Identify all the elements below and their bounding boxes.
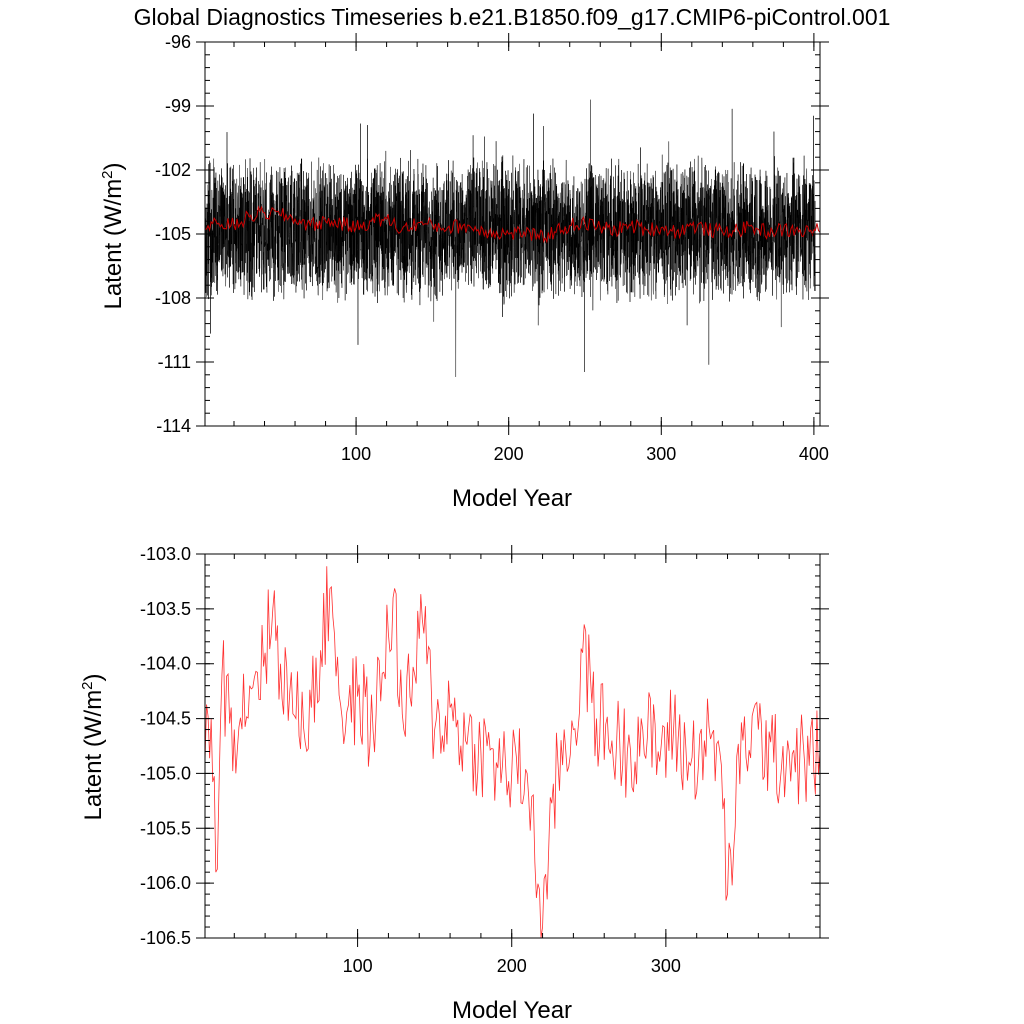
y-tick-label: -103.5 [140, 599, 191, 619]
x-tick-label: 300 [651, 956, 681, 976]
y-tick-label: -106.0 [140, 873, 191, 893]
y-tick-label: -114 [156, 416, 191, 436]
top-axes: -114 -111 -108 -105 -102 -99 -96 100 200 300 400 [155, 32, 829, 464]
y-tick-label: -108 [155, 288, 191, 308]
x-tick-label: 100 [343, 956, 373, 976]
series-monthly-line [204, 99, 816, 377]
series-annual-mean-line [204, 205, 821, 244]
y-tick-label: -99 [165, 96, 191, 116]
top-panel-monthly-timeseries: -114 -111 -108 -105 -102 -99 -96 100 200 300 400 M… [99, 32, 829, 512]
x-tick-label: 200 [497, 956, 527, 976]
y-tick-label: -102 [155, 160, 191, 180]
x-tick-label: 200 [494, 444, 524, 464]
top-x-axis-label: Model Year [452, 485, 572, 512]
bottom-y-axis-label: Latent (W/m2) [79, 673, 107, 820]
bottom-axes: -106.5 -106.0 -105.5 -105.0 -104.5 -104.0 -103… [140, 544, 829, 976]
x-tick-label: 100 [341, 444, 371, 464]
figure-title: Global Diagnostics Timeseries b.e21.B185… [134, 4, 891, 30]
y-tick-label: -96 [165, 32, 191, 52]
y-tick-label: -105.5 [140, 818, 191, 838]
x-tick-label: 400 [799, 444, 829, 464]
y-tick-label: -111 [158, 352, 191, 372]
bottom-plot-area [204, 566, 821, 939]
x-tick-label: 300 [646, 444, 676, 464]
y-tick-label: -105.0 [140, 763, 191, 783]
plot-frame [204, 553, 821, 939]
bottom-panel-annual-timeseries: -106.5 -106.0 -105.5 -105.0 -104.5 -104.0 -103… [79, 544, 829, 1024]
bottom-x-axis-label: Model Year [452, 997, 572, 1024]
y-tick-label: -104.0 [140, 654, 191, 674]
annual-mean-line [204, 566, 821, 939]
y-tick-label: -106.5 [140, 928, 191, 948]
y-tick-label: -104.5 [140, 709, 191, 729]
y-tick-label: -105 [155, 224, 191, 244]
top-plot-area [204, 99, 821, 377]
top-y-axis-label: Latent (W/m2) [99, 162, 127, 309]
y-tick-label: -103.0 [140, 544, 191, 564]
